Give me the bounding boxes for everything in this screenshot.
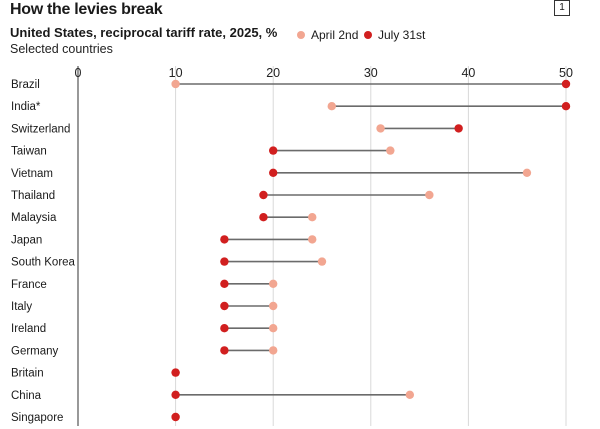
april-point-india [327,102,336,111]
april-point-france [269,279,278,288]
tick-label-10: 10 [169,66,183,80]
tick-label-40: 40 [461,66,475,80]
category-label-singapore: Singapore [11,412,63,424]
category-label-brazil: Brazil [11,79,40,91]
category-label-south-korea: South Korea [11,257,76,269]
category-label-thailand: Thailand [11,190,55,202]
april-point-thailand [425,190,434,200]
july-point-china [171,390,180,399]
legend-july-marker [364,31,372,39]
april-point-vietnam [522,168,532,177]
tick-label-30: 30 [364,66,378,80]
july-point-taiwan [269,146,278,155]
april-point-ireland [269,324,278,333]
category-label-india: India* [11,101,41,113]
july-point-germany [220,346,229,355]
july-point-india [561,102,571,111]
april-point-brazil [171,79,180,89]
april-point-china [405,390,415,399]
category-label-britain: Britain [11,368,44,380]
category-label-malaysia: Malaysia [11,212,57,224]
category-label-ireland: Ireland [11,323,46,335]
july-point-japan [220,235,229,244]
category-label-japan: Japan [11,234,42,246]
category-label-france: France [11,279,47,291]
legend-april-marker [297,31,305,39]
july-point-singapore [171,412,180,422]
category-label-germany: Germany [11,345,59,357]
july-point-france [220,279,229,288]
july-point-britain [171,368,180,377]
category-label-vietnam: Vietnam [11,168,53,180]
category-label-italy: Italy [11,301,32,313]
category-label-china: China [11,390,42,402]
july-point-italy [220,301,229,311]
july-point-vietnam [269,168,278,177]
april-point-germany [269,346,278,355]
tick-label-20: 20 [266,66,280,80]
july-point-ireland [220,324,229,333]
july-point-thailand [259,190,268,200]
april-point-south-korea [317,257,327,266]
page-title: How the levies break [10,1,163,18]
category-label-switzerland: Switzerland [11,123,70,135]
april-point-malaysia [308,213,317,222]
tick-label-50: 50 [559,66,573,80]
legend-july-label: July 31st [378,28,426,42]
legend-april-label: April 2nd [311,28,359,42]
chart-subtitle: Selected countries [10,42,113,56]
april-point-taiwan [386,146,395,155]
tick-label-0: 0 [75,66,82,80]
april-point-switzerland [376,124,385,133]
april-point-japan [308,235,317,244]
july-point-malaysia [259,213,268,222]
july-point-south-korea [220,257,229,266]
legend-item-april: April 2nd [297,28,358,42]
category-label-taiwan: Taiwan [11,146,47,158]
chart-title: United States, reciprocal tariff rate, 2… [10,25,278,40]
july-point-switzerland [454,124,463,133]
legend-item-july: July 31st [364,28,425,42]
april-point-italy [269,301,278,311]
page-number-badge: 1 [554,0,570,16]
july-point-brazil [561,79,571,89]
